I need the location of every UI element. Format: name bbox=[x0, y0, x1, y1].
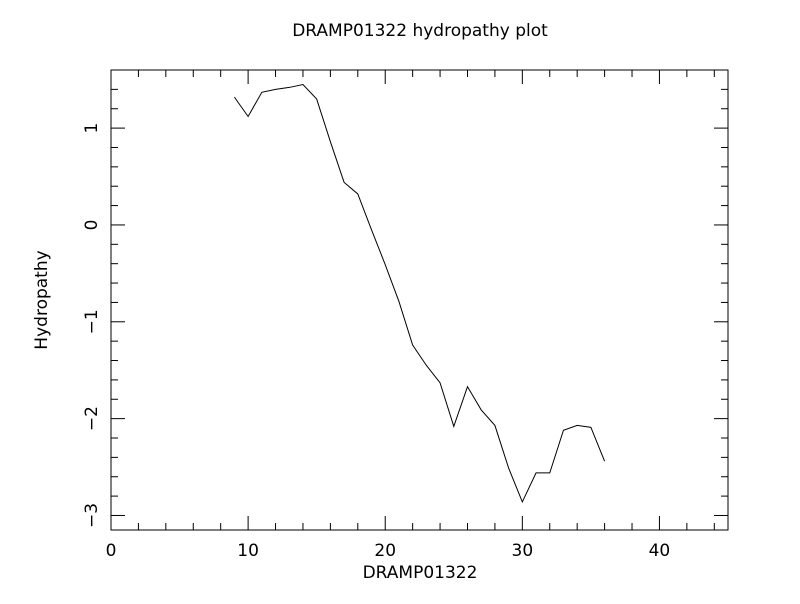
y-tick-label: 1 bbox=[82, 123, 102, 134]
y-axis-label: Hydropathy bbox=[32, 250, 52, 349]
y-tick-label: −2 bbox=[82, 406, 102, 431]
y-tick-label: −3 bbox=[82, 503, 102, 528]
data-line bbox=[233, 83, 606, 504]
y-tick-label: −1 bbox=[82, 309, 102, 334]
plot-frame bbox=[110, 69, 729, 531]
x-tick-label: 30 bbox=[512, 541, 534, 561]
x-tick-label: 0 bbox=[106, 541, 117, 561]
y-tick-label: 0 bbox=[82, 220, 102, 231]
chart-title: DRAMP01322 hydropathy plot bbox=[292, 21, 548, 41]
x-tick-label: 10 bbox=[237, 541, 259, 561]
x-tick-label: 40 bbox=[649, 541, 671, 561]
x-tick-label: 20 bbox=[374, 541, 396, 561]
x-axis-label: DRAMP01322 bbox=[363, 563, 478, 583]
